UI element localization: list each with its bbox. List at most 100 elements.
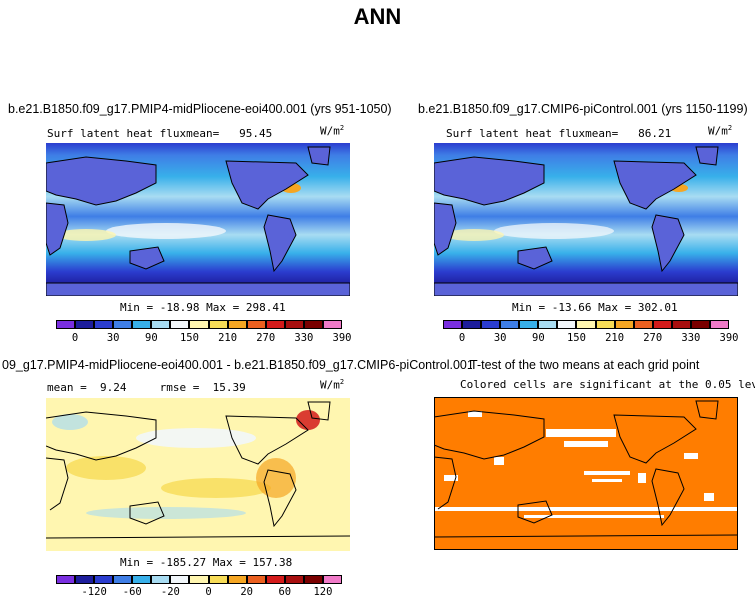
panel3-units: W/m2 xyxy=(320,378,345,392)
colorbar-tick-label: 330 xyxy=(681,332,701,344)
colorbar-tick-label: 210 xyxy=(605,332,625,344)
colorbar-cell xyxy=(151,575,171,584)
panel3-rmse-label: rmse = xyxy=(159,381,200,394)
panel4-ns-5 xyxy=(638,473,646,483)
panel2-warm-band-indian xyxy=(444,229,504,241)
panel3-stats: Min = -185.27 Max = 157.38 xyxy=(120,556,293,569)
colorbar-cell xyxy=(75,320,95,329)
colorbar-cell xyxy=(322,575,342,584)
colorbar-tick-label: 120 xyxy=(313,586,333,598)
panel4-nonsignificant-cells xyxy=(434,411,738,518)
panel3-neg-1 xyxy=(136,428,256,448)
panel2-stats: Min = -13.66 Max = 302.01 xyxy=(512,301,678,314)
colorbar-cell xyxy=(189,320,209,329)
panel2-colorbar-ticks: 0 30 90 150 210 270 330 390 xyxy=(443,332,739,346)
panel3-land-africa xyxy=(46,457,69,511)
colorbar-cell xyxy=(303,575,323,584)
colorbar-cell xyxy=(462,320,482,329)
colorbar-cell xyxy=(557,320,577,329)
panel3-land-antarctica xyxy=(46,535,350,539)
colorbar-cell xyxy=(208,320,228,329)
colorbar-cell xyxy=(113,320,133,329)
panel4-ns-8 xyxy=(434,507,738,511)
colorbar-cell xyxy=(481,320,501,329)
panel2-colorbar xyxy=(443,320,729,329)
colorbar-tick-label: -120 xyxy=(81,586,107,598)
panel4-ns-2 xyxy=(564,441,608,447)
colorbar-tick-label: 150 xyxy=(179,332,199,344)
panel4-land-australia xyxy=(517,500,553,524)
colorbar-cell xyxy=(671,320,691,329)
panel4-ns-6 xyxy=(494,457,504,465)
panel4-map xyxy=(434,397,738,550)
panel1-land-namerica xyxy=(225,160,309,210)
panel2-map xyxy=(434,143,738,296)
colorbar-cell xyxy=(576,320,596,329)
colorbar-cell xyxy=(595,320,615,329)
panel3-pos-3 xyxy=(256,458,296,498)
panel1-land-eurasia xyxy=(46,156,157,206)
colorbar-cell xyxy=(113,575,133,584)
panel1-title: b.e21.B1850.f09_g17.PMIP4-midPliocene-eo… xyxy=(8,102,392,116)
panel1-land-australia xyxy=(129,246,165,270)
panel4-continents xyxy=(434,400,738,538)
panel1-warm-band-indian xyxy=(56,229,116,241)
panel3-gulfstream-anom xyxy=(296,410,320,430)
panel3-pos-2 xyxy=(161,478,271,498)
panel2-land-greenland xyxy=(695,146,719,166)
panel3-land-australia xyxy=(129,501,165,525)
panel1-continents xyxy=(46,146,350,296)
panel1-land-greenland xyxy=(307,146,331,166)
panel1-warm-band-pacific xyxy=(106,223,226,239)
panel2-variable: Surf latent heat fluxmean= 86.21 xyxy=(446,127,671,140)
colorbar-cell xyxy=(94,320,114,329)
colorbar-cell xyxy=(189,575,209,584)
panel1-stats: Min = -18.98 Max = 298.41 xyxy=(120,301,286,314)
colorbar-cell xyxy=(265,320,285,329)
colorbar-tick-label: 270 xyxy=(643,332,663,344)
colorbar-cell xyxy=(614,320,634,329)
colorbar-tick-label: 390 xyxy=(719,332,739,344)
panel2-land-namerica xyxy=(613,160,697,210)
colorbar-cell xyxy=(709,320,729,329)
colorbar-cell xyxy=(208,575,228,584)
panel3-mean-label: mean = xyxy=(47,381,87,394)
panel4-land-africa xyxy=(434,456,457,510)
panel4-subtitle: Colored cells are significant at the 0.0… xyxy=(460,378,755,391)
colorbar-tick-label: 150 xyxy=(566,332,586,344)
colorbar-tick-label: 0 xyxy=(458,332,466,344)
panel3-rmse-value: 15.39 xyxy=(212,381,246,394)
panel2-land-africa xyxy=(434,202,457,256)
colorbar-tick-label: 210 xyxy=(218,332,238,344)
panel1-land-samerica xyxy=(263,214,297,273)
colorbar-cell xyxy=(75,575,95,584)
colorbar-cell xyxy=(322,320,342,329)
panel3-colorbar xyxy=(56,575,342,584)
panel4-ns-12 xyxy=(444,475,458,481)
panel2-continents xyxy=(434,146,738,296)
panel3-map xyxy=(46,398,350,551)
panel2-title: b.e21.B1850.f09_g17.CMIP6-piControl.001 … xyxy=(418,102,748,116)
panel1-units: W/m2 xyxy=(320,124,345,138)
panel1-mean-label: mean= xyxy=(186,127,220,140)
panel4-ns-3 xyxy=(584,471,630,475)
panel4-land-greenland xyxy=(695,400,719,420)
panel1-variable: Surf latent heat fluxmean= 95.45 xyxy=(47,127,272,140)
colorbar-tick-label: 90 xyxy=(532,332,545,344)
panel1-land-antarctica xyxy=(46,282,350,296)
panel4-land-eurasia xyxy=(434,410,545,460)
panel2-land-australia xyxy=(517,246,553,270)
colorbar-tick-label: -60 xyxy=(122,586,142,598)
panel1-map xyxy=(46,143,350,296)
colorbar-tick-label: 390 xyxy=(332,332,352,344)
colorbar-cell xyxy=(246,575,266,584)
colorbar-cell xyxy=(652,320,672,329)
figure-title: ANN xyxy=(353,4,402,29)
panel3-neg-2 xyxy=(86,507,246,519)
colorbar-tick-label: 0 xyxy=(71,332,79,344)
panel4-ns-1 xyxy=(546,429,616,437)
colorbar-tick-label: 30 xyxy=(493,332,507,344)
colorbar-cell xyxy=(227,575,247,584)
panel4-land-antarctica xyxy=(434,534,738,538)
colorbar-cell xyxy=(170,320,190,329)
